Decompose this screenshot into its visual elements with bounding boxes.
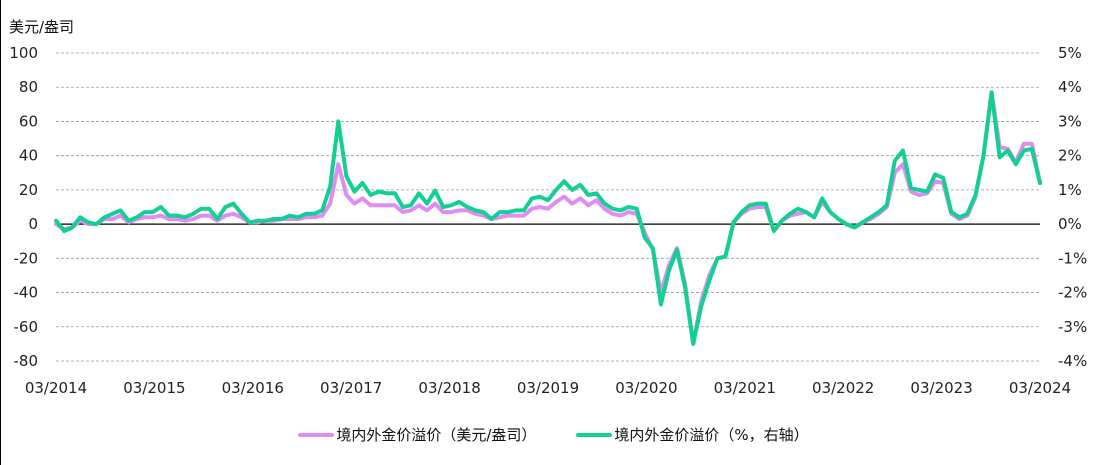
svg-text:2%: 2%	[1058, 147, 1082, 165]
legend-label-pct: 境内外金价溢价（%，右轴）	[614, 426, 809, 444]
svg-text:1%: 1%	[1058, 181, 1082, 199]
left-axis-unit-label: 美元/盎司	[9, 18, 75, 36]
left-y-axis-ticks: 100 80 60 40 20 0 -20 -40 -60 -80	[9, 44, 38, 370]
svg-text:03/2014: 03/2014	[25, 379, 87, 397]
svg-text:03/2020: 03/2020	[615, 379, 677, 397]
svg-text:03/2019: 03/2019	[517, 379, 579, 397]
svg-text:-80: -80	[14, 352, 39, 370]
svg-text:-1%: -1%	[1058, 249, 1087, 267]
svg-text:-40: -40	[14, 284, 39, 302]
svg-text:5%: 5%	[1058, 44, 1082, 62]
series-lines	[54, 90, 1042, 346]
svg-text:03/2022: 03/2022	[812, 379, 874, 397]
svg-text:0%: 0%	[1058, 215, 1082, 233]
x-axis-ticks: 03/2014 03/2015 03/2016 03/2017 03/2018 03/20…	[25, 379, 1071, 397]
legend-swatch-pct	[576, 432, 613, 437]
legend-item-usd: 境内外金价溢价（美元/盎司）	[298, 424, 536, 445]
right-y-axis-ticks: 5% 4% 3% 2% 1% 0% -1% -2% -3% -4%	[1058, 44, 1087, 370]
svg-text:03/2023: 03/2023	[910, 379, 972, 397]
svg-text:0: 0	[28, 215, 38, 233]
legend-label-usd: 境内外金价溢价（美元/盎司）	[336, 426, 537, 444]
left-border	[0, 0, 1, 465]
gridlines	[56, 52, 1040, 362]
svg-text:-4%: -4%	[1058, 352, 1087, 370]
svg-text:-20: -20	[14, 249, 39, 267]
legend-swatch-usd	[298, 432, 335, 437]
svg-text:03/2021: 03/2021	[714, 379, 776, 397]
svg-text:60: 60	[19, 112, 38, 130]
line-chart: 100 80 60 40 20 0 -20 -40 -60 -80 5% 4% 3% 2% 1% 0% -1%…	[9, 44, 1087, 397]
svg-text:03/2017: 03/2017	[320, 379, 382, 397]
svg-text:3%: 3%	[1058, 112, 1082, 130]
svg-text:4%: 4%	[1058, 78, 1082, 96]
svg-text:03/2015: 03/2015	[123, 379, 185, 397]
svg-text:80: 80	[19, 78, 38, 96]
svg-text:03/2024: 03/2024	[1009, 379, 1071, 397]
svg-text:03/2016: 03/2016	[222, 379, 284, 397]
svg-text:100: 100	[9, 44, 38, 62]
svg-text:-3%: -3%	[1058, 318, 1087, 336]
svg-text:20: 20	[19, 181, 38, 199]
svg-text:40: 40	[19, 147, 38, 165]
svg-text:03/2018: 03/2018	[418, 379, 480, 397]
svg-text:-2%: -2%	[1058, 284, 1087, 302]
svg-text:-60: -60	[14, 318, 39, 336]
legend-item-pct: 境内外金价溢价（%，右轴）	[576, 424, 809, 445]
chart-legend: 境内外金价溢价（美元/盎司） 境内外金价溢价（%，右轴）	[0, 424, 1107, 445]
